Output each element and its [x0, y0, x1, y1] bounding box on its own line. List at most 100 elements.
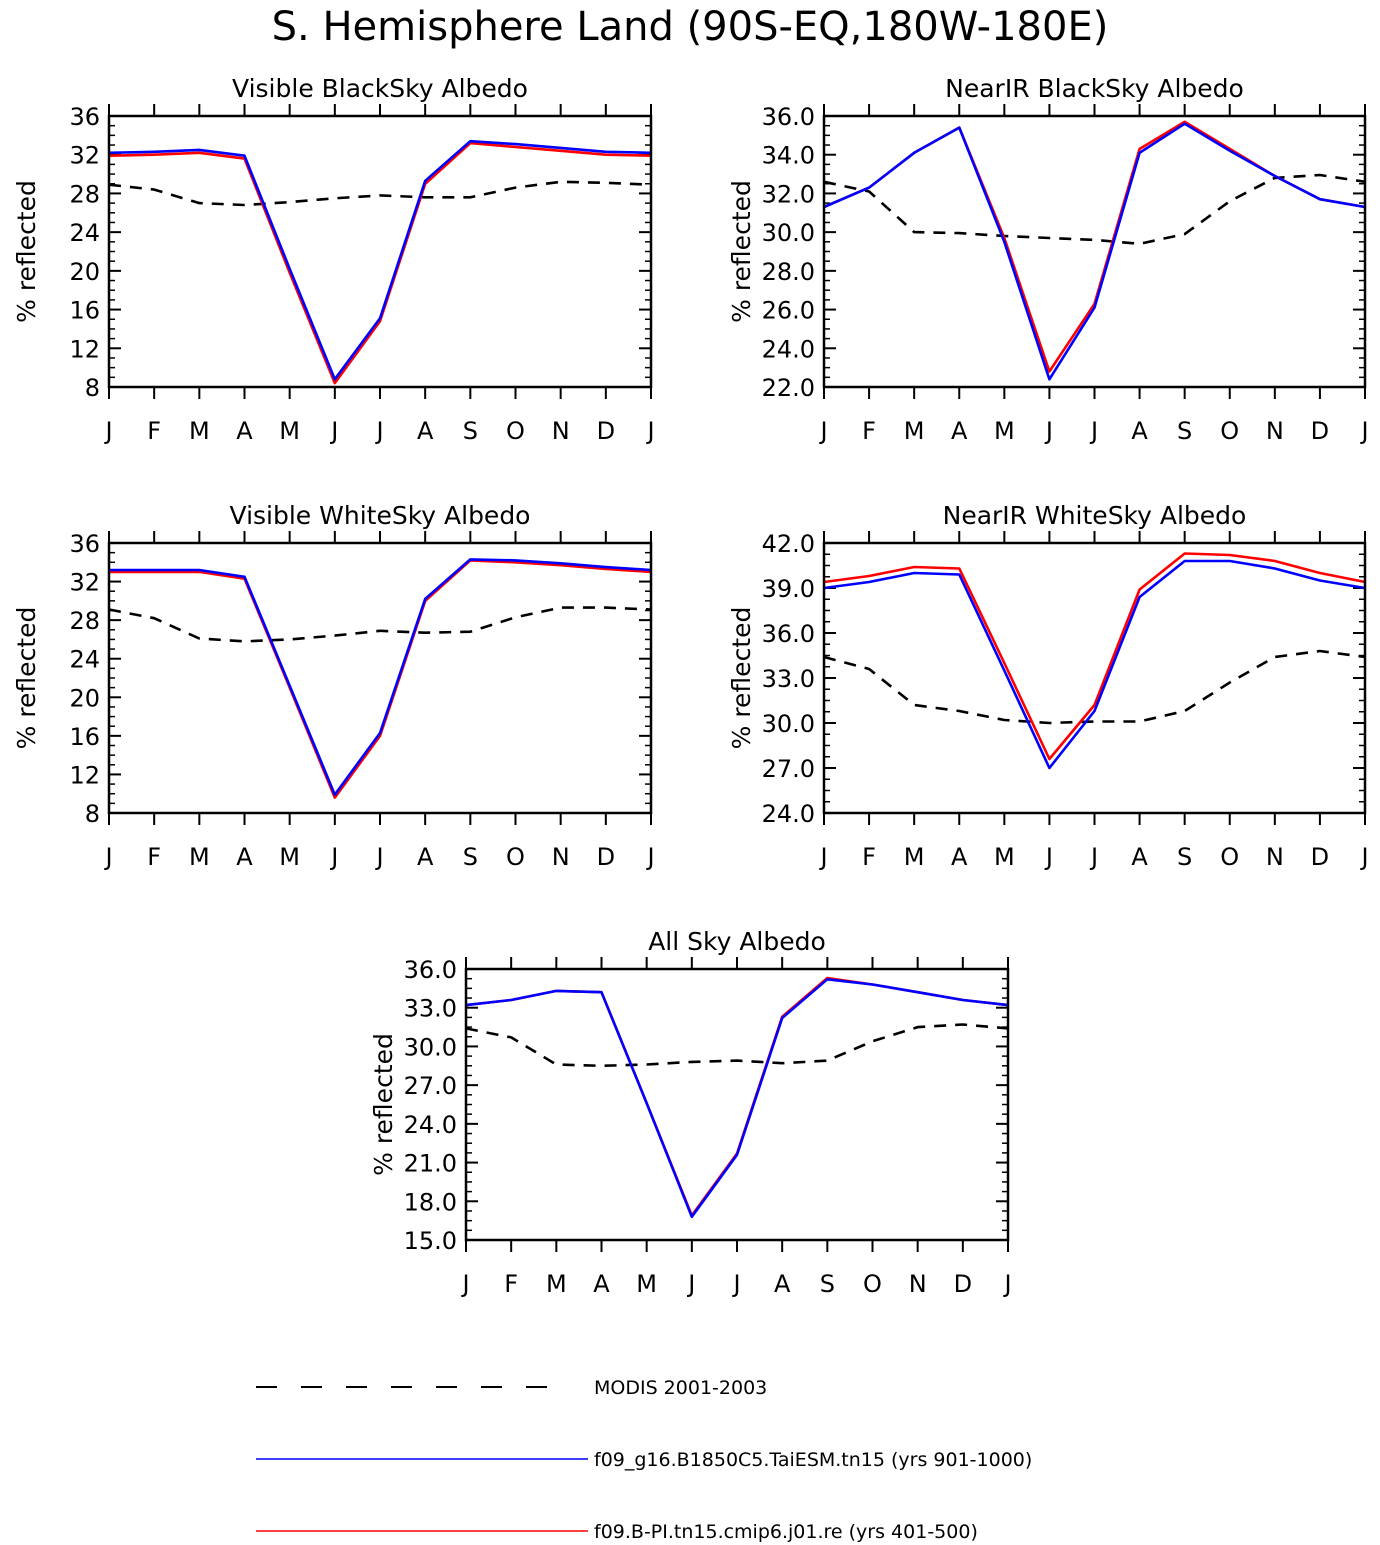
x-tick-label: J: [329, 843, 338, 871]
x-tick-label: M: [904, 843, 925, 871]
x-tick-label: N: [1266, 843, 1284, 871]
panel-title: NearIR BlackSky Albedo: [945, 74, 1244, 103]
panel-title: All Sky Albedo: [648, 927, 826, 956]
x-tick-label: M: [279, 417, 300, 445]
y-tick-label: 32: [69, 569, 100, 597]
x-tick-label: J: [1359, 843, 1368, 871]
plot-frame: [822, 114, 1367, 389]
legend-label-modis: MODIS 2001-2003: [594, 1377, 767, 1399]
y-tick-label: 15.0: [404, 1227, 457, 1255]
series-line-cmip6: [465, 976, 1009, 1217]
y-tick-label: 28.0: [762, 258, 815, 286]
y-tick-label: 27.0: [404, 1072, 457, 1100]
y-tick-label: 32: [69, 142, 100, 170]
y-tick-label: 24.0: [404, 1111, 457, 1139]
x-tick-label: S: [463, 843, 478, 871]
y-tick-label: 36: [69, 530, 100, 558]
x-tick-label: N: [909, 1270, 927, 1298]
x-tick-label: J: [103, 417, 112, 445]
y-tick-label: 26.0: [762, 297, 815, 325]
y-axis-label: % reflected: [727, 180, 756, 323]
plot-frame: [464, 967, 1010, 1242]
x-tick-label: A: [417, 417, 434, 445]
x-tick-label: D: [954, 1270, 972, 1298]
x-tick-label: J: [1089, 417, 1098, 445]
y-tick-label: 36.0: [762, 620, 815, 648]
x-tick-label: F: [147, 417, 161, 445]
x-tick-label: M: [279, 843, 300, 871]
x-tick-label: O: [506, 843, 525, 871]
x-tick-label: D: [597, 843, 615, 871]
panels: Visible BlackSky Albedo % reflected 8 12 16 2…: [12, 74, 1369, 1298]
y-tick-label: 16: [69, 297, 100, 325]
y-tick-label: 28: [69, 180, 100, 208]
x-tick-label: J: [374, 417, 383, 445]
y-tick-label: 20: [69, 684, 100, 712]
x-tick-label: J: [103, 843, 112, 871]
panel-title: Visible WhiteSky Albedo: [230, 501, 531, 530]
x-tick-label: J: [1359, 417, 1368, 445]
y-tick-label: 36.0: [404, 956, 457, 984]
x-tick-label: J: [818, 843, 827, 871]
y-tick-label: 33.0: [762, 665, 815, 693]
legend: MODIS 2001-2003 f09_g16.B1850C5.TaiESM.tn…: [256, 1377, 1032, 1543]
y-tick-label: 30.0: [404, 1033, 457, 1061]
x-tick-label: F: [147, 843, 161, 871]
x-tick-label: A: [774, 1270, 791, 1298]
series-line-cmip6: [108, 141, 652, 385]
x-tick-label: J: [686, 1270, 695, 1298]
x-tick-label: J: [731, 1270, 740, 1298]
y-tick-label: 8: [85, 800, 100, 828]
x-tick-label: A: [236, 843, 253, 871]
x-tick-label: D: [1311, 843, 1329, 871]
y-tick-label: 16: [69, 723, 100, 751]
x-tick-label: J: [374, 843, 383, 871]
x-tick-label: J: [329, 417, 338, 445]
x-tick-label: J: [1044, 843, 1053, 871]
x-tick-label: J: [460, 1270, 469, 1298]
x-tick-label: F: [862, 843, 876, 871]
y-tick-label: 12: [69, 335, 100, 363]
y-tick-label: 24: [69, 646, 100, 674]
panel-title: Visible BlackSky Albedo: [232, 74, 528, 103]
x-tick-label: A: [236, 417, 253, 445]
series-line-cmip6: [823, 552, 1366, 761]
y-tick-label: 33.0: [404, 995, 457, 1023]
series-line-taiesm: [108, 139, 652, 381]
plot-frame: [822, 541, 1367, 815]
y-tick-label: 18.0: [404, 1188, 457, 1216]
y-axis-label: % reflected: [727, 607, 756, 750]
x-tick-label: S: [463, 417, 478, 445]
plot-frame: [107, 541, 653, 815]
x-tick-label: A: [417, 843, 434, 871]
x-tick-label: J: [1089, 843, 1098, 871]
y-tick-label: 34.0: [762, 142, 815, 170]
chart-panel-4: NearIR WhiteSky Albedo % reflected 24.0 27.…: [727, 501, 1369, 871]
y-axis-label: % reflected: [12, 180, 41, 323]
y-tick-label: 42.0: [762, 530, 815, 558]
y-tick-label: 36: [69, 103, 100, 131]
series-line-taiesm: [465, 977, 1009, 1219]
x-tick-label: O: [506, 417, 525, 445]
x-tick-label: J: [645, 417, 654, 445]
x-tick-label: J: [645, 843, 654, 871]
series-line-modis: [465, 1023, 1009, 1068]
series-line-modis: [108, 180, 652, 207]
y-axis-label: % reflected: [12, 607, 41, 750]
x-tick-label: J: [1002, 1270, 1011, 1298]
y-tick-label: 30.0: [762, 710, 815, 738]
y-tick-label: 39.0: [762, 575, 815, 603]
x-tick-label: F: [862, 417, 876, 445]
y-tick-label: 20: [69, 258, 100, 286]
chart-panel-3: Visible WhiteSky Albedo % reflected 8 12 16 2…: [12, 501, 655, 871]
x-tick-label: A: [1131, 417, 1148, 445]
x-tick-label: S: [1177, 843, 1192, 871]
y-tick-label: 24.0: [762, 335, 815, 363]
chart-panel-5: All Sky Albedo % reflected 15.0 18.0 21.0 24.…: [369, 927, 1012, 1298]
x-tick-label: N: [552, 417, 570, 445]
x-tick-label: A: [951, 417, 968, 445]
x-tick-label: N: [552, 843, 570, 871]
x-tick-label: A: [951, 843, 968, 871]
x-tick-label: J: [1044, 417, 1053, 445]
